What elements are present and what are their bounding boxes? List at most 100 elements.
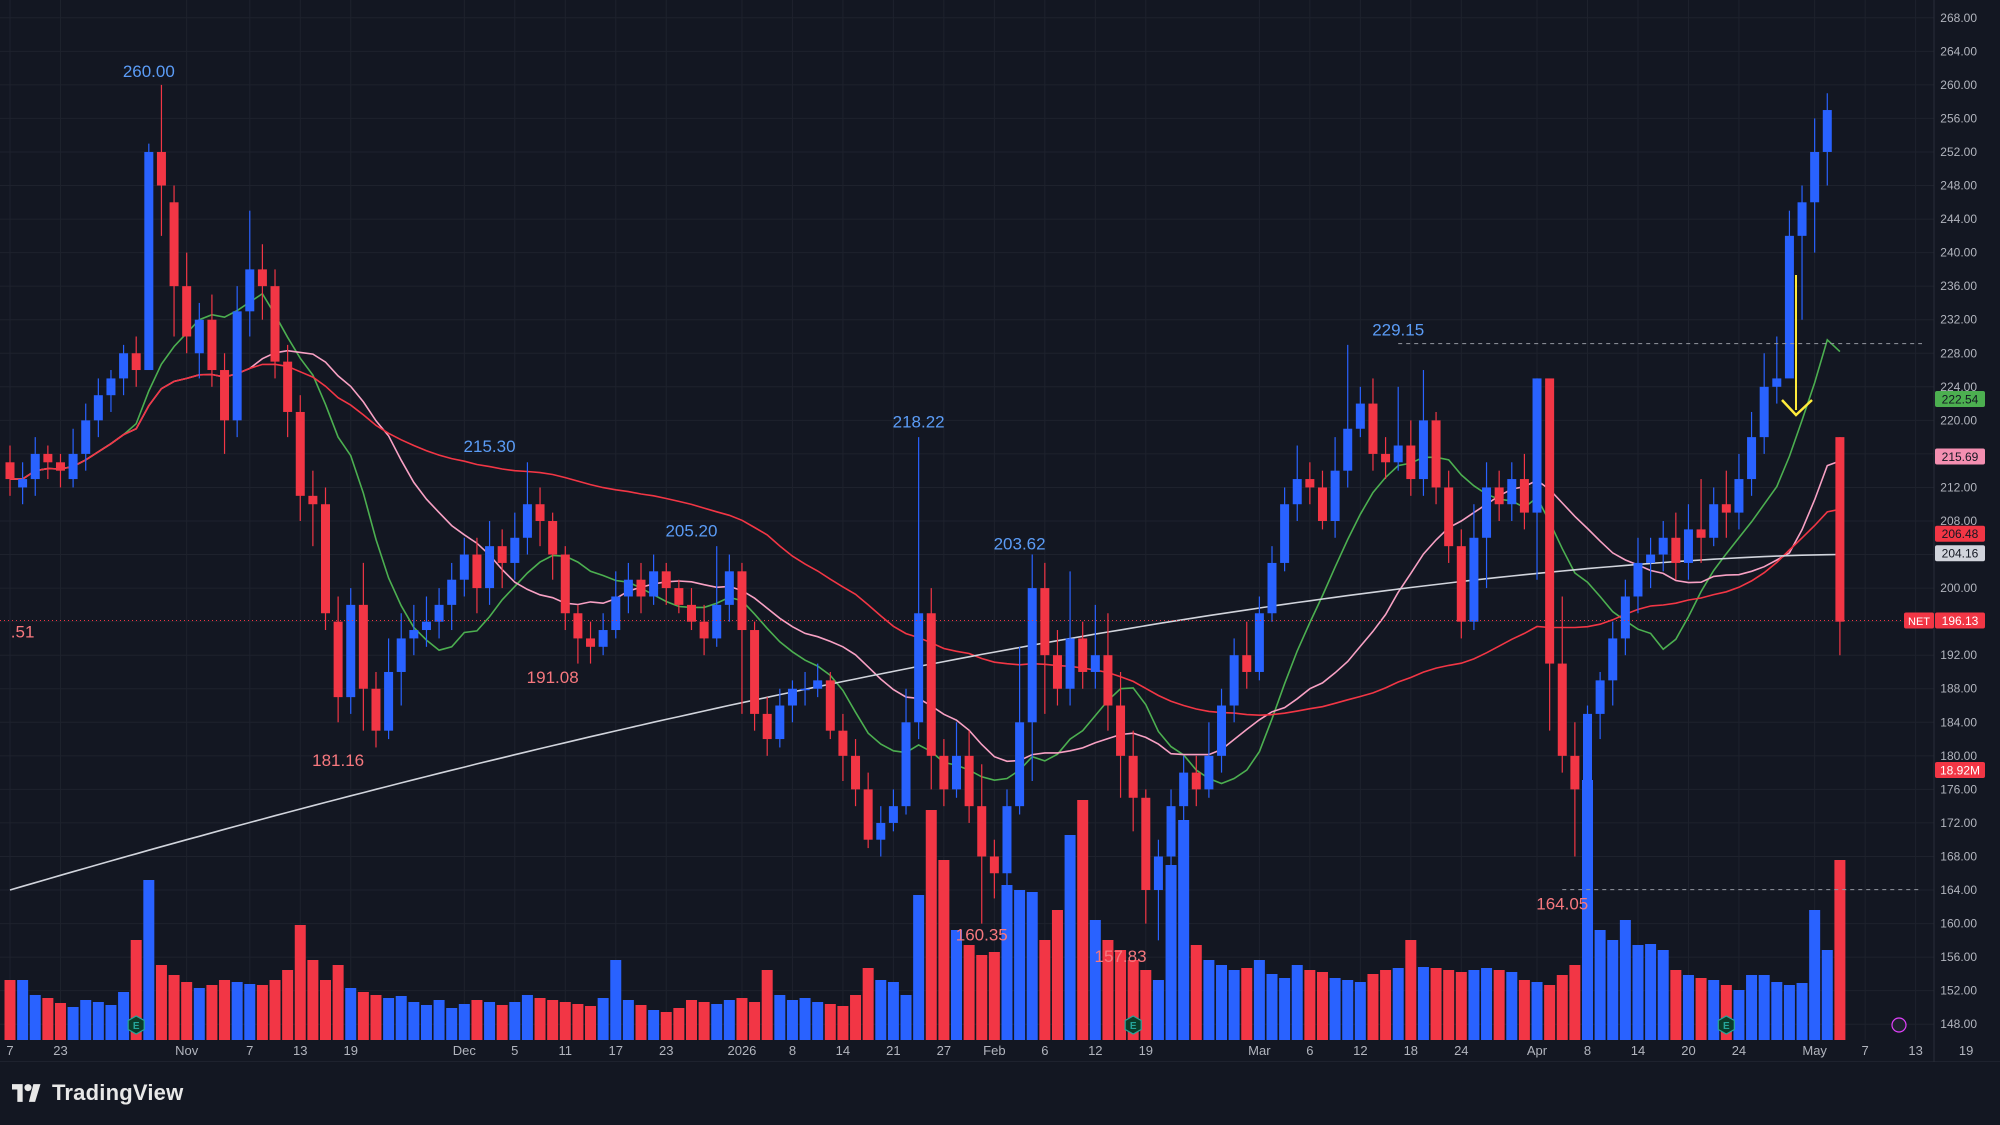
candle-body bbox=[497, 546, 507, 563]
price-tick-label: 168.00 bbox=[1940, 849, 1977, 863]
candle bbox=[1343, 344, 1353, 488]
volume-bar bbox=[1556, 975, 1568, 1040]
time-tick-label: 18 bbox=[1404, 1043, 1418, 1058]
candle bbox=[548, 512, 558, 580]
candle bbox=[1002, 789, 1012, 891]
time-tick-label: 23 bbox=[659, 1043, 673, 1058]
candle bbox=[611, 571, 621, 639]
candle bbox=[800, 671, 810, 706]
time-tick-label: 20 bbox=[1681, 1043, 1695, 1058]
candle-body bbox=[1090, 655, 1100, 672]
candle bbox=[1545, 378, 1555, 731]
candle-body bbox=[560, 554, 570, 614]
volume-bar bbox=[1279, 978, 1291, 1040]
volume-bar bbox=[1430, 968, 1442, 1040]
price-tick-label: 232.00 bbox=[1940, 313, 1977, 327]
candle-body bbox=[851, 755, 861, 790]
candle bbox=[30, 437, 40, 496]
candle-body bbox=[1482, 487, 1492, 538]
time-axis[interactable]: 7 23 Nov 7 13 19 Dec 5 11 17 23 2026 8 14 21 27 Feb 6 12 19… bbox=[6, 1043, 1973, 1058]
candle bbox=[1721, 470, 1731, 538]
candle-body bbox=[1166, 806, 1176, 857]
candle-body bbox=[661, 571, 671, 589]
candle-body bbox=[1040, 588, 1050, 656]
candle-body bbox=[926, 613, 936, 756]
volume-bar bbox=[395, 996, 407, 1040]
volume-bar bbox=[345, 988, 357, 1040]
volume-bar bbox=[812, 1002, 824, 1040]
candle bbox=[1646, 537, 1656, 589]
candle-body bbox=[1267, 562, 1277, 614]
candle-body bbox=[384, 671, 394, 731]
candle-body bbox=[5, 462, 15, 480]
time-tick-label: Feb bbox=[983, 1043, 1005, 1058]
candle bbox=[1330, 437, 1340, 538]
price-annotation: 203.62 bbox=[994, 535, 1046, 554]
candle-body bbox=[1191, 772, 1201, 790]
candle-body bbox=[1305, 479, 1315, 488]
price-annotations: 260.00 181.16 .51 215.30 191.08 205.20 218.22 2… bbox=[11, 62, 1588, 966]
ma-price-tag-bg bbox=[1935, 448, 1985, 465]
volume-bar bbox=[1089, 920, 1101, 1040]
earnings-hex bbox=[1124, 1015, 1142, 1035]
candle bbox=[535, 487, 545, 547]
candle bbox=[1519, 453, 1529, 530]
time-tick-label: 21 bbox=[886, 1043, 900, 1058]
candle bbox=[661, 562, 671, 605]
candle bbox=[686, 588, 696, 631]
tradingview-logo-icon bbox=[12, 1084, 41, 1102]
candle bbox=[1507, 462, 1517, 521]
candle-body bbox=[434, 604, 444, 622]
candle-body bbox=[1772, 378, 1782, 387]
candle bbox=[1444, 470, 1454, 563]
volume-bar bbox=[1783, 985, 1795, 1040]
candle-body bbox=[737, 571, 747, 631]
volume-bar bbox=[1746, 975, 1758, 1040]
candle-body bbox=[1179, 772, 1189, 807]
candle bbox=[762, 697, 772, 756]
volume-bar bbox=[206, 985, 218, 1040]
candle bbox=[1608, 621, 1618, 706]
volume-bar bbox=[1493, 970, 1505, 1040]
moving-average-line bbox=[10, 363, 1841, 717]
price-chart[interactable]: 260.00 181.16 .51 215.30 191.08 205.20 218.22 2… bbox=[0, 0, 2000, 1062]
candle-body bbox=[295, 411, 305, 496]
time-tick-label: Mar bbox=[1248, 1043, 1271, 1058]
candle-body bbox=[914, 613, 924, 723]
time-tick-label: 19 bbox=[1959, 1043, 1973, 1058]
candle bbox=[952, 722, 961, 798]
symbol-tag: NET bbox=[1908, 616, 1930, 628]
candle bbox=[1078, 621, 1088, 689]
tradingview-brand[interactable]: TradingView bbox=[12, 1080, 183, 1106]
candle bbox=[144, 143, 154, 371]
candle-body bbox=[396, 638, 406, 672]
price-tick-label: 236.00 bbox=[1940, 279, 1977, 293]
price-annotation: 205.20 bbox=[665, 521, 717, 540]
volume-bar bbox=[1190, 945, 1202, 1040]
candle bbox=[560, 546, 570, 631]
candle bbox=[409, 604, 419, 656]
volume-bar bbox=[446, 1008, 458, 1040]
candle bbox=[1090, 604, 1100, 689]
ma-price-tag: 215.69 bbox=[1942, 450, 1979, 464]
candle bbox=[1280, 487, 1290, 572]
volume-bar bbox=[1708, 980, 1720, 1040]
volume-bar bbox=[534, 998, 546, 1040]
volume-bar bbox=[1796, 983, 1808, 1040]
volume-bar bbox=[723, 1000, 735, 1040]
price-tick-label: 184.00 bbox=[1940, 715, 1977, 729]
candle bbox=[1166, 789, 1176, 874]
price-annotation: 191.08 bbox=[527, 668, 579, 687]
volume-bar bbox=[774, 995, 786, 1040]
volume-bar bbox=[988, 952, 1000, 1040]
earnings-icon: E bbox=[1717, 1015, 1735, 1035]
candle-body bbox=[220, 370, 230, 421]
volume-bar bbox=[1582, 780, 1593, 1040]
candle bbox=[68, 428, 78, 488]
candle-body bbox=[1103, 655, 1113, 706]
volume-bars bbox=[4, 780, 1846, 1040]
candle-body bbox=[888, 806, 898, 823]
candle bbox=[497, 529, 507, 589]
candle-body bbox=[674, 588, 684, 605]
candle bbox=[434, 588, 444, 639]
